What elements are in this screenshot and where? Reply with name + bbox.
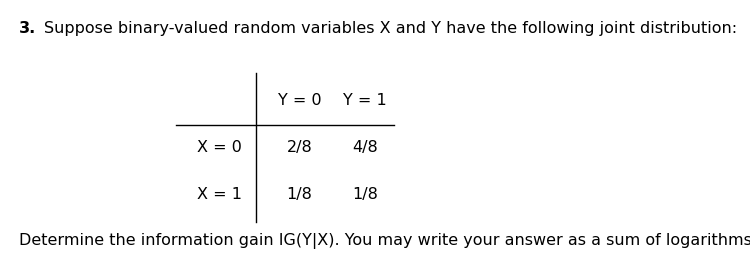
Text: Y = 0: Y = 0 <box>278 93 321 108</box>
Text: 2/8: 2/8 <box>286 140 312 155</box>
Text: 1/8: 1/8 <box>352 187 378 202</box>
Text: Determine the information gain IG(Y|X). You may write your answer as a sum of lo: Determine the information gain IG(Y|X). … <box>19 233 750 249</box>
Text: X = 1: X = 1 <box>196 187 242 202</box>
Text: Y = 1: Y = 1 <box>344 93 387 108</box>
Text: 3.: 3. <box>19 21 36 36</box>
Text: X = 0: X = 0 <box>196 140 242 155</box>
Text: Suppose binary-valued random variables X and Y have the following joint distribu: Suppose binary-valued random variables X… <box>44 21 737 36</box>
Text: 1/8: 1/8 <box>286 187 312 202</box>
Text: 4/8: 4/8 <box>352 140 378 155</box>
